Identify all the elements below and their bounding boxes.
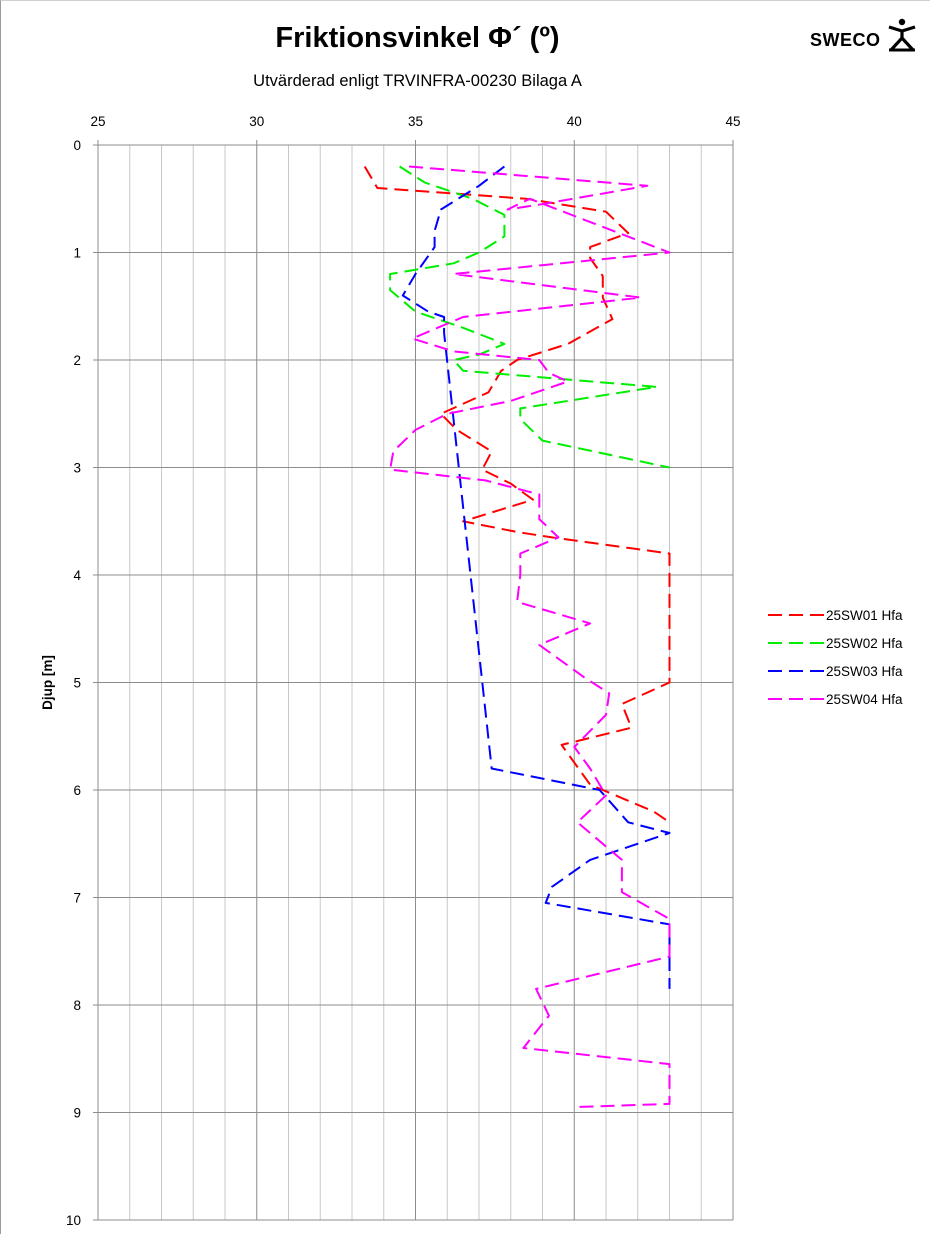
- y-tick-label: 6: [73, 783, 81, 798]
- series-line-4: [389, 165, 671, 1109]
- x-tick-label: 30: [249, 114, 264, 129]
- sweco-figure-icon: [888, 18, 916, 52]
- x-tick-label: 40: [567, 114, 582, 129]
- data-series: [363, 165, 671, 1109]
- legend-label-3: 25SW03 Hfa: [826, 664, 903, 679]
- y-tick-label: 0: [73, 138, 81, 153]
- y-tick-label: 10: [66, 1213, 81, 1228]
- series-line-2: [389, 165, 670, 469]
- y-tick-label: 8: [73, 998, 81, 1013]
- y-tick-label: 7: [73, 891, 81, 906]
- y-tick-label: 5: [73, 676, 81, 691]
- x-tick-label: 45: [725, 114, 740, 129]
- x-tick-label: 25: [90, 114, 105, 129]
- y-axis-label: Djup [m]: [40, 655, 55, 710]
- x-tick-label: 35: [408, 114, 423, 129]
- y-tick-label: 3: [73, 461, 81, 476]
- y-tick-label: 4: [73, 568, 81, 583]
- legend-label-4: 25SW04 Hfa: [826, 692, 903, 707]
- sweco-logo: SWECO: [810, 18, 925, 58]
- chart-subtitle: Utvärderad enligt TRVINFRA-00230 Bilaga …: [253, 72, 582, 90]
- y-tick-label: 9: [73, 1106, 81, 1121]
- y-tick-label: 2: [73, 353, 81, 368]
- legend-label-1: 25SW01 Hfa: [826, 608, 903, 623]
- logo-text: SWECO: [810, 30, 881, 50]
- legend: 25SW01 Hfa 25SW02 Hfa 25SW03 Hfa 25SW04 Hfa: [768, 608, 903, 707]
- y-tick-label: 1: [73, 246, 81, 261]
- grid: [97, 144, 734, 1221]
- series-line-1: [363, 165, 671, 824]
- legend-label-2: 25SW02 Hfa: [826, 636, 903, 651]
- chart-title: Friktionsvinkel Φ´ (º): [275, 22, 560, 54]
- series-line-3: [401, 165, 671, 989]
